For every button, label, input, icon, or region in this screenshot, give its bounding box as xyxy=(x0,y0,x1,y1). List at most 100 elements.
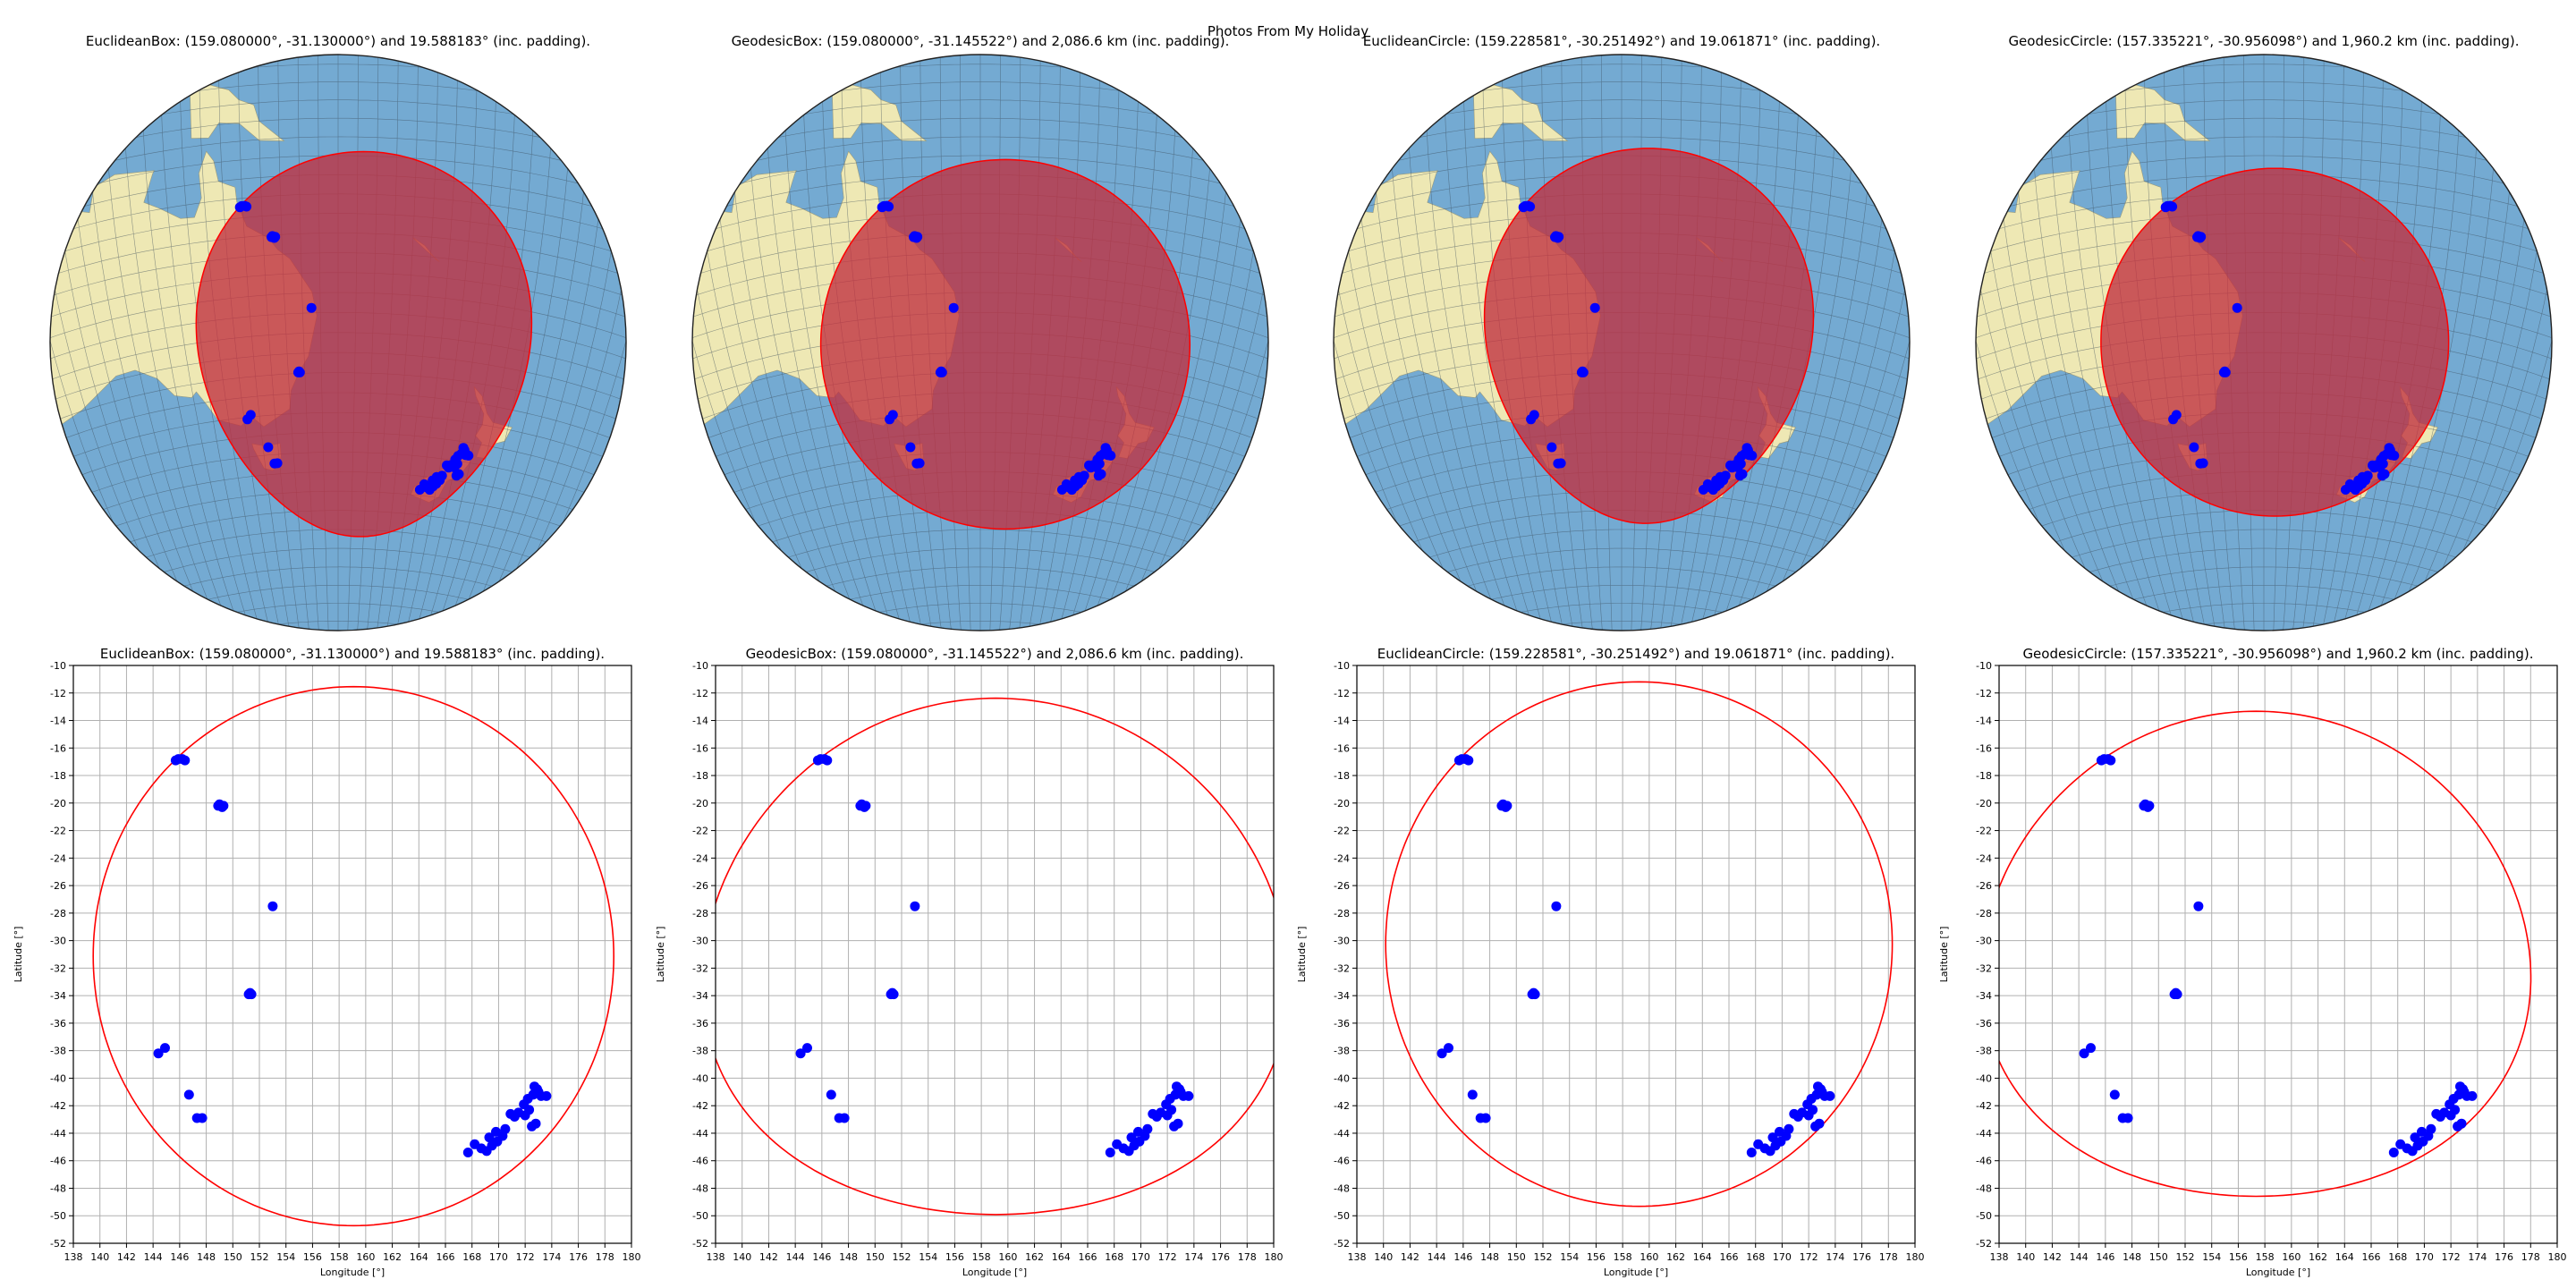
x-tick-label: 154 xyxy=(2202,1251,2221,1263)
y-tick-label: -40 xyxy=(1976,1072,1992,1084)
y-tick-label: -16 xyxy=(692,742,708,754)
x-tick-label: 166 xyxy=(2362,1251,2381,1263)
x-tick-label: 158 xyxy=(2256,1251,2275,1263)
photo-point xyxy=(914,458,925,469)
region-boundary xyxy=(716,697,1274,1216)
x-tick-label: 170 xyxy=(1131,1251,1150,1263)
data-point xyxy=(910,901,920,911)
x-tick-label: 170 xyxy=(489,1251,508,1263)
y-tick-label: -32 xyxy=(1334,962,1350,974)
x-tick-label: 150 xyxy=(1507,1251,1526,1263)
region-fill xyxy=(2100,167,2450,517)
photo-point xyxy=(2196,232,2207,242)
data-point xyxy=(2144,801,2155,811)
y-tick-label: -14 xyxy=(1976,716,1992,727)
photo-point xyxy=(912,232,923,242)
y-tick-label: -22 xyxy=(692,826,708,837)
y-tick-label: -12 xyxy=(692,688,708,699)
data-point xyxy=(218,801,229,811)
globe-outline xyxy=(1333,54,1911,631)
x-tick-label: 152 xyxy=(2176,1251,2195,1263)
x-tick-label: 156 xyxy=(2229,1251,2248,1263)
photo-point xyxy=(2232,302,2242,313)
x-tick-label: 170 xyxy=(1773,1251,1792,1263)
y-tick-label: -22 xyxy=(1976,826,1992,837)
y-axis-label: Latitude [°] xyxy=(655,927,666,983)
axes-title: EuclideanCircle: (159.228581°, -30.25149… xyxy=(1377,646,1894,662)
x-axis-label: Longitude [°] xyxy=(1604,1267,1668,1278)
photo-point xyxy=(1577,366,1588,377)
y-tick-label: -38 xyxy=(50,1046,66,1057)
y-tick-label: -24 xyxy=(692,852,708,864)
y-tick-label: -32 xyxy=(692,962,708,974)
y-tick-label: -34 xyxy=(50,990,66,1002)
globe-title: GeodesicBox: (159.080000°, -31.145522°) … xyxy=(732,33,1230,49)
data-point xyxy=(1502,801,1513,811)
y-tick-label: -26 xyxy=(50,880,66,892)
data-point xyxy=(1810,1121,1821,1131)
y-tick-label: -20 xyxy=(692,798,708,809)
y-tick-label: -10 xyxy=(1334,660,1350,672)
y-tick-label: -52 xyxy=(1334,1238,1350,1250)
y-tick-label: -32 xyxy=(1976,962,1992,974)
photo-point xyxy=(242,414,253,425)
y-tick-label: -52 xyxy=(692,1238,708,1250)
plot-area xyxy=(1999,710,2532,1198)
x-tick-label: 142 xyxy=(759,1251,778,1263)
data-point xyxy=(1746,1148,1757,1157)
x-tick-label: 158 xyxy=(330,1251,349,1263)
photo-point xyxy=(1589,302,1600,313)
x-tick-label: 172 xyxy=(516,1251,535,1263)
x-tick-label: 174 xyxy=(542,1251,561,1263)
y-tick-label: -22 xyxy=(50,826,66,837)
scatter-panel: GeodesicBox: (159.080000°, -31.145522°) … xyxy=(655,646,1284,1278)
data-point xyxy=(197,1113,208,1123)
y-tick-label: -18 xyxy=(692,770,708,782)
x-tick-label: 148 xyxy=(2123,1251,2141,1263)
y-tick-label: -40 xyxy=(50,1072,66,1084)
y-tick-label: -32 xyxy=(50,962,66,974)
data-point xyxy=(1162,1110,1173,1121)
data-point xyxy=(887,987,898,998)
axes-title: EuclideanBox: (159.080000°, -31.130000°)… xyxy=(100,646,605,662)
y-tick-label: -50 xyxy=(1976,1210,1992,1222)
axes-frame xyxy=(72,665,632,1244)
photo-point xyxy=(948,302,959,313)
y-axis-label: Latitude [°] xyxy=(1296,927,1308,983)
y-tick-label: -46 xyxy=(1976,1156,1992,1167)
x-tick-label: 140 xyxy=(2016,1251,2035,1263)
x-tick-label: 176 xyxy=(2495,1251,2513,1263)
y-tick-label: -16 xyxy=(50,742,66,754)
data-point xyxy=(1767,1132,1778,1143)
data-point xyxy=(2426,1123,2436,1134)
y-tick-label: -44 xyxy=(1976,1128,1992,1140)
x-tick-label: 146 xyxy=(2096,1251,2114,1263)
x-tick-label: 140 xyxy=(1374,1251,1393,1263)
photo-point xyxy=(1733,462,1743,473)
x-tick-label: 148 xyxy=(1480,1251,1499,1263)
photo-point xyxy=(239,200,250,211)
photo-point xyxy=(431,471,442,482)
y-tick-label: -22 xyxy=(1334,826,1350,837)
x-tick-label: 180 xyxy=(1265,1251,1284,1263)
y-tick-label: -16 xyxy=(1976,742,1992,754)
x-tick-label: 164 xyxy=(1052,1251,1071,1263)
y-tick-label: -30 xyxy=(1334,936,1350,947)
x-tick-label: 180 xyxy=(623,1251,641,1263)
data-point xyxy=(491,1126,501,1137)
y-tick-label: -38 xyxy=(1976,1046,1992,1057)
y-tick-label: -34 xyxy=(1976,990,1992,1002)
y-tick-label: -10 xyxy=(1976,660,1992,672)
scatter-panel: EuclideanBox: (159.080000°, -31.130000°)… xyxy=(13,646,641,1278)
data-point xyxy=(839,1113,850,1123)
y-tick-label: -50 xyxy=(1334,1210,1350,1222)
data-point xyxy=(245,987,256,998)
y-tick-label: -42 xyxy=(692,1100,708,1112)
y-tick-label: -38 xyxy=(1334,1046,1350,1057)
y-tick-label: -30 xyxy=(1976,936,1992,947)
y-tick-label: -36 xyxy=(50,1018,66,1030)
y-tick-label: -10 xyxy=(692,660,708,672)
x-tick-label: 172 xyxy=(1158,1251,1177,1263)
data-point xyxy=(267,901,278,911)
